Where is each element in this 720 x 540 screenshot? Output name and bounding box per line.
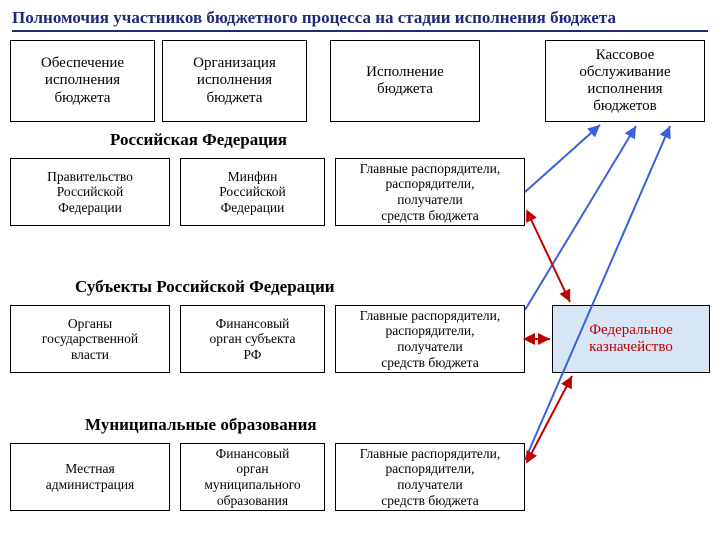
header-box-3: Исполнение бюджета xyxy=(330,40,480,122)
cell-r1c1: Правительство Российской Федерации xyxy=(10,158,170,226)
cell-r3c1: Местная администрация xyxy=(10,443,170,511)
cell-r2c3: Главные распорядители, распорядители, по… xyxy=(335,305,525,373)
cell-r2c1: Органы государственной власти xyxy=(10,305,170,373)
cell-r3c2: Финансовый орган муниципального образова… xyxy=(180,443,325,511)
cell-r2c2: Финансовый орган субъекта РФ xyxy=(180,305,325,373)
cell-r1c3: Главные распорядители, распорядители, по… xyxy=(335,158,525,226)
header-box-4: Кассовое обслуживание исполнения бюджето… xyxy=(545,40,705,122)
page-title: Полномочия участников бюджетного процесс… xyxy=(12,8,708,32)
section-title-mun: Муниципальные образования xyxy=(85,415,317,435)
section-title-rf: Российская Федерация xyxy=(110,130,287,150)
section-title-subj: Субъекты Российской Федерации xyxy=(75,277,335,297)
header-box-2: Организация исполнения бюджета xyxy=(162,40,307,122)
cell-r3c3: Главные распорядители, распорядители, по… xyxy=(335,443,525,511)
header-box-1: Обеспечение исполнения бюджета xyxy=(10,40,155,122)
treasury-box: Федеральное казначейство xyxy=(552,305,710,373)
cell-r1c2: Минфин Российской Федерации xyxy=(180,158,325,226)
